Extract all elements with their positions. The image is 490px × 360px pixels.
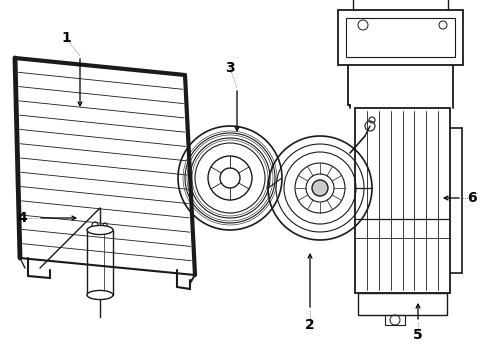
Bar xyxy=(355,108,450,293)
Circle shape xyxy=(312,180,328,196)
Text: 4: 4 xyxy=(17,211,27,225)
Bar xyxy=(346,18,455,57)
Text: 1: 1 xyxy=(61,31,71,45)
Bar xyxy=(87,230,113,295)
Bar xyxy=(338,10,463,65)
Ellipse shape xyxy=(87,291,113,300)
Bar xyxy=(358,293,447,315)
Text: 6: 6 xyxy=(467,191,477,205)
Text: 2: 2 xyxy=(305,318,315,332)
Text: 3: 3 xyxy=(225,61,235,75)
Bar xyxy=(385,315,405,325)
Ellipse shape xyxy=(87,225,113,235)
Text: 5: 5 xyxy=(413,328,423,342)
